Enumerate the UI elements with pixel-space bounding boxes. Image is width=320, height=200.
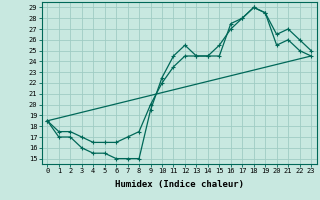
X-axis label: Humidex (Indice chaleur): Humidex (Indice chaleur)	[115, 180, 244, 189]
